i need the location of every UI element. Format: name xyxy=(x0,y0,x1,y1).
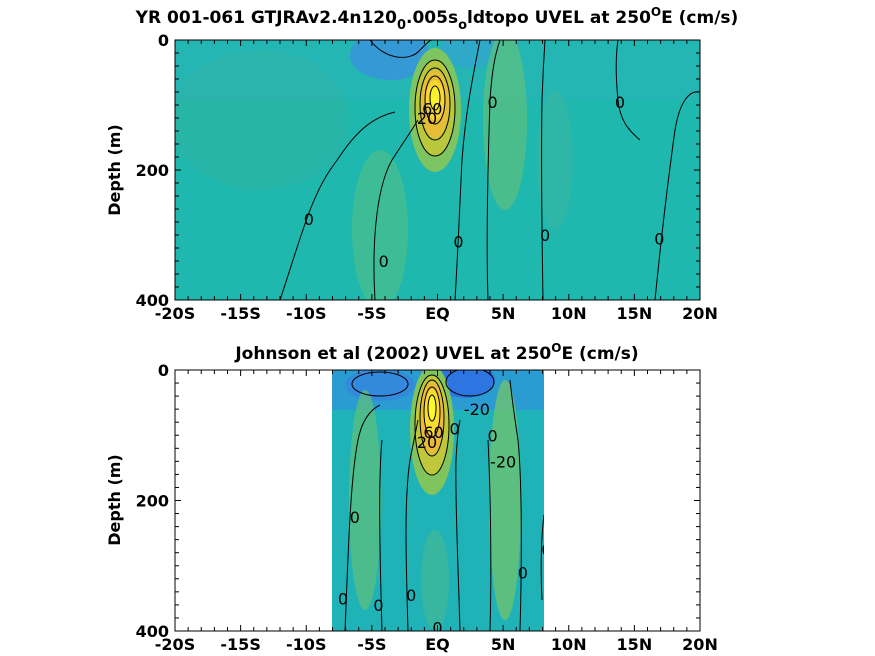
y-tick-label: 0 xyxy=(158,361,169,380)
model-contour-zero-sw xyxy=(279,111,396,300)
y-tick-label: 200 xyxy=(136,492,169,511)
panel-model: YR 001-061 GTJRAv2.4n1200.005soldtopo UV… xyxy=(105,5,738,323)
obs-contour-zero-n2 xyxy=(487,439,492,631)
panel-model-ylabel: Depth (m) xyxy=(105,124,124,216)
obs-contour-zero-n1 xyxy=(455,419,461,631)
contour-label: 0 xyxy=(654,229,664,248)
contour-label: 0 xyxy=(449,420,459,439)
obs-north-tongue xyxy=(489,380,521,620)
panel-obs-ylabel: Depth (m) xyxy=(105,454,124,546)
x-tick-label: 10N xyxy=(551,304,587,323)
contour-label: 0 xyxy=(488,426,498,445)
contour-label: 0 xyxy=(432,619,442,638)
obs-contour-m20-s xyxy=(351,371,409,397)
model-jet-core xyxy=(430,87,440,109)
x-tick-label: EQ xyxy=(425,635,450,654)
contour-label: 0 xyxy=(541,540,551,559)
x-tick-label: 5N xyxy=(491,635,516,654)
model-north-tongue xyxy=(483,40,527,210)
obs-contours xyxy=(344,370,544,631)
contour-label: 0 xyxy=(350,508,360,527)
x-tick-label: -20S xyxy=(155,304,195,323)
panel-model-title: YR 001-061 GTJRAv2.4n1200.005soldtopo UV… xyxy=(135,5,739,33)
model-surface-westward xyxy=(350,40,430,80)
x-tick-label: 5N xyxy=(491,304,516,323)
x-tick-label: -10S xyxy=(286,304,326,323)
obs-contour-40 xyxy=(419,379,445,457)
x-tick-label: -5S xyxy=(357,635,386,654)
obs-contour-zero-edge xyxy=(540,514,544,601)
obs-contour-60 xyxy=(423,386,441,438)
model-contour-zero-eqs xyxy=(454,40,481,300)
model-contour-zero-n3 xyxy=(615,40,641,141)
y-tick-label: 400 xyxy=(136,622,169,641)
model-contour-zero-top xyxy=(369,40,433,58)
contour-label: -20 xyxy=(490,452,516,471)
obs-contour-zero-s1 xyxy=(344,404,381,631)
model-contour-40 xyxy=(419,67,451,141)
obs-south-tongue xyxy=(349,390,381,610)
obs-deep-eq xyxy=(421,530,449,630)
contour-label: 0 xyxy=(406,586,416,605)
y-tick-label: 0 xyxy=(158,31,169,50)
x-tick-label: -10S xyxy=(286,635,326,654)
contour-label: 20 xyxy=(417,109,437,128)
x-tick-label: 20N xyxy=(682,635,718,654)
contour-label: 60 xyxy=(422,99,442,118)
x-tick-label: -15S xyxy=(220,635,260,654)
model-contours xyxy=(279,40,700,300)
model-contour-zero-n2 xyxy=(541,40,546,300)
model-north-tongue-2 xyxy=(537,90,573,230)
model-contour-20 xyxy=(414,59,456,157)
obs-jet-core xyxy=(428,396,436,420)
model-surface-westward-2 xyxy=(440,40,500,68)
contour-label: 0 xyxy=(518,563,528,582)
x-tick-label: -20S xyxy=(155,635,195,654)
contour-label: 60 xyxy=(423,423,443,442)
model-nw-eastward xyxy=(175,50,350,190)
obs-contour-80 xyxy=(427,394,437,422)
obs-contour-m20-n xyxy=(445,370,495,397)
x-tick-label: 15N xyxy=(617,304,653,323)
x-tick-label: -5S xyxy=(357,304,386,323)
panel-obs: Johnson et al (2002) UVEL at 250OE (cm/s… xyxy=(105,341,718,654)
contour-label: 0 xyxy=(304,210,314,229)
contour-label: 0 xyxy=(373,596,383,615)
contour-label: 0 xyxy=(488,93,498,112)
contour-label: 0 xyxy=(379,252,389,271)
panel-model-xticks: -20S -15S -10S -5S EQ 5N 10N 15N 20N xyxy=(155,40,718,323)
contour-label: 0 xyxy=(540,226,550,245)
contour-label: -20 xyxy=(464,400,490,419)
contour-label: 0 xyxy=(615,93,625,112)
contour-label: 0 xyxy=(453,233,463,252)
panel-obs-title: Johnson et al (2002) UVEL at 250OE (cm/s… xyxy=(234,341,638,364)
model-contour-zero-n4 xyxy=(654,91,700,300)
obs-surface-westward-n xyxy=(435,370,495,398)
obs-contour-zero-n3 xyxy=(509,379,522,631)
model-contour-zero-s xyxy=(373,119,419,300)
x-tick-label: EQ xyxy=(425,304,450,323)
model-contour-60 xyxy=(424,75,446,125)
x-tick-label: 20N xyxy=(682,304,718,323)
obs-contour-zero-s2 xyxy=(379,439,383,631)
contour-label: 20 xyxy=(417,433,437,452)
model-contour-zero-n1 xyxy=(486,40,501,300)
x-tick-label: -15S xyxy=(220,304,260,323)
panel-obs-xticks: -20S -15S -10S -5S EQ 5N 10N 15N 20N xyxy=(155,370,718,654)
y-tick-label: 400 xyxy=(136,291,169,310)
model-contour-80 xyxy=(429,85,441,111)
x-tick-label: 15N xyxy=(617,635,653,654)
contour-label: 0 xyxy=(338,589,348,608)
obs-contour-20 xyxy=(414,374,450,476)
model-south-tongue xyxy=(352,150,408,300)
y-tick-label: 200 xyxy=(136,161,169,180)
x-tick-label: 10N xyxy=(551,635,587,654)
